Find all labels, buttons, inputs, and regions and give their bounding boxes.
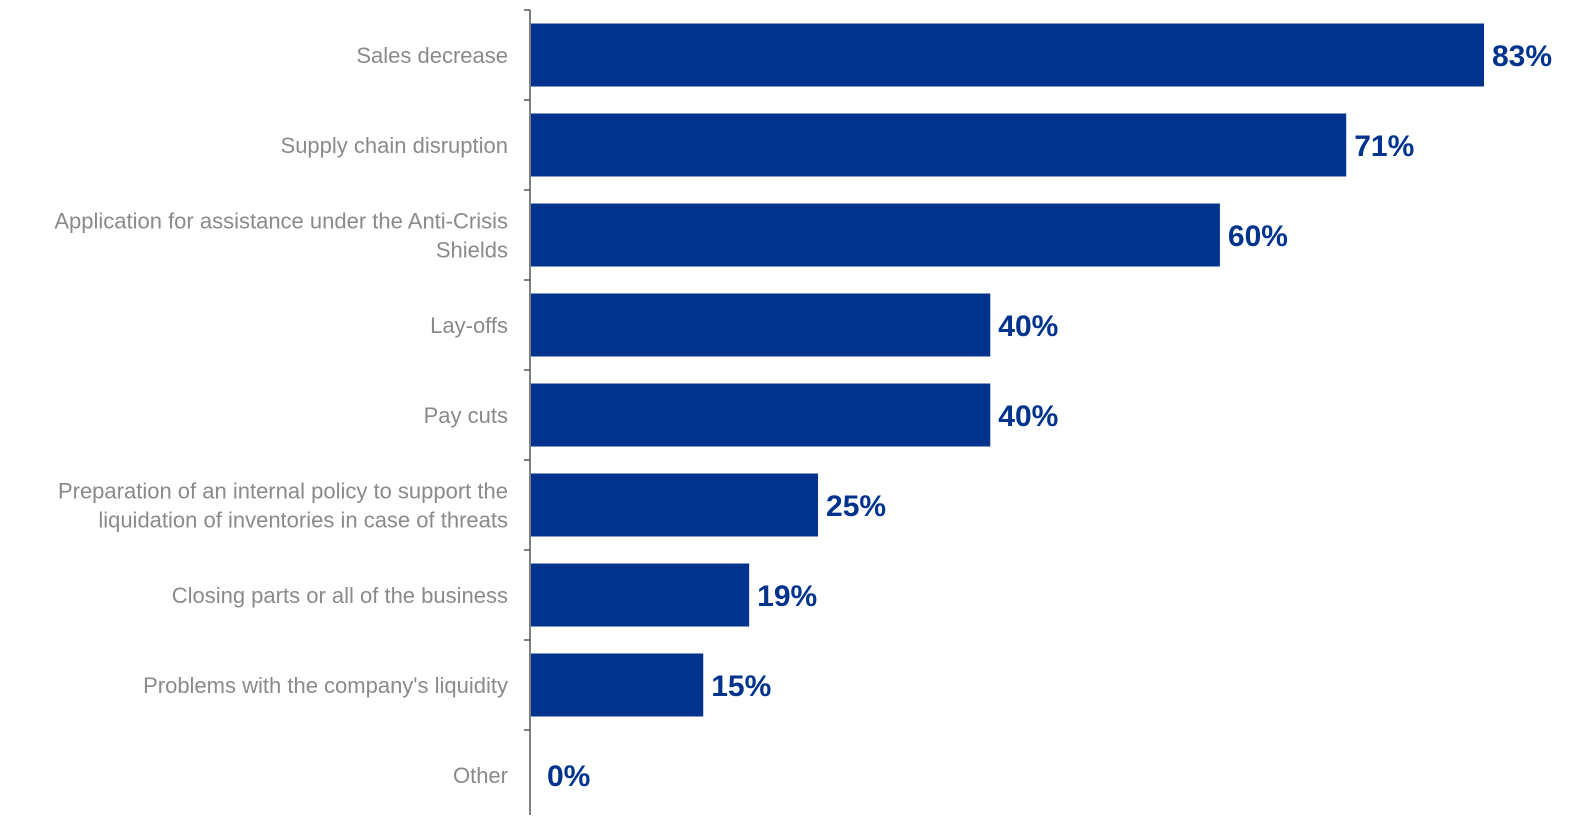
category-label: Application for assistance under the Ant… bbox=[54, 209, 508, 234]
data-label: 25% bbox=[826, 490, 886, 523]
category-label: Problems with the company's liquidity bbox=[143, 673, 508, 698]
bar bbox=[531, 653, 704, 717]
bar bbox=[531, 113, 1347, 177]
category-label: Preparation of an internal policy to sup… bbox=[58, 479, 508, 504]
category-label: liquidation of inventories in case of th… bbox=[98, 508, 508, 533]
bar bbox=[531, 23, 1484, 87]
data-label: 40% bbox=[998, 400, 1058, 433]
data-label: 83% bbox=[1492, 40, 1552, 73]
bar bbox=[531, 473, 819, 537]
category-label: Other bbox=[453, 763, 508, 788]
bar bbox=[531, 293, 991, 357]
y-axis bbox=[524, 9, 531, 815]
data-label: 71% bbox=[1354, 130, 1414, 163]
category-label: Sales decrease bbox=[356, 43, 508, 68]
category-label: Pay cuts bbox=[424, 403, 508, 428]
bars bbox=[531, 23, 1484, 717]
category-label: Lay-offs bbox=[430, 313, 508, 338]
category-label: Closing parts or all of the business bbox=[172, 583, 508, 608]
data-label: 60% bbox=[1228, 220, 1288, 253]
data-label: 40% bbox=[998, 310, 1058, 343]
bar bbox=[531, 383, 991, 447]
data-label: 15% bbox=[711, 670, 771, 703]
category-label: Shields bbox=[436, 238, 508, 263]
value-labels: 83% 71% 60% 40% 40% 25% 19% 15% 0% bbox=[547, 40, 1552, 793]
bar bbox=[531, 563, 750, 627]
category-label: Supply chain disruption bbox=[281, 133, 508, 158]
data-label: 19% bbox=[757, 580, 817, 613]
data-label: 0% bbox=[547, 760, 590, 793]
category-labels: Sales decrease Supply chain disruption App… bbox=[54, 43, 508, 788]
bar bbox=[531, 203, 1220, 267]
